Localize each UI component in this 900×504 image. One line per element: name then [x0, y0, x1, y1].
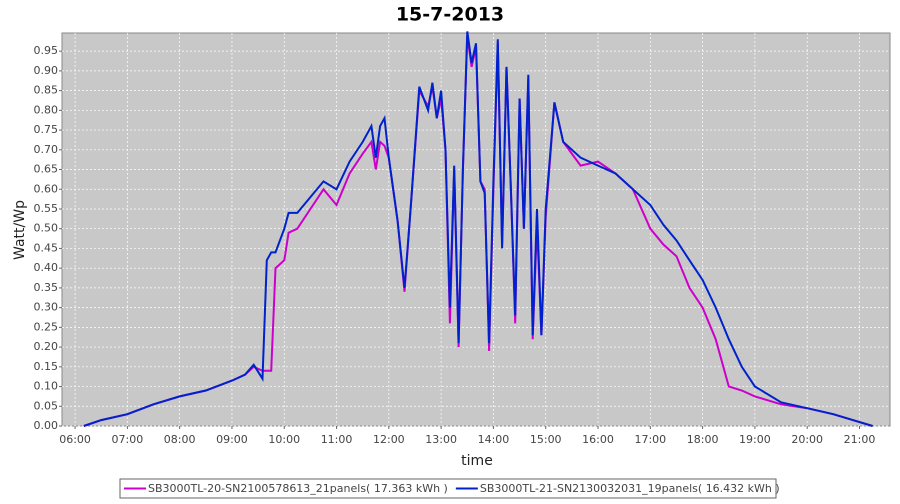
legend [119, 478, 777, 499]
y-tick-label: 0.40 [34, 261, 59, 274]
x-axis-label: time [461, 453, 493, 469]
y-tick-label: 0.15 [34, 360, 59, 373]
y-axis-label: Watt/Wp [12, 200, 28, 260]
x-tick-label: 07:00 [112, 433, 144, 446]
x-tick-label: 17:00 [634, 433, 666, 446]
x-tick-label: 18:00 [687, 433, 719, 446]
y-tick-label: 0.05 [34, 399, 59, 412]
x-tick-label: 14:00 [478, 433, 510, 446]
y-tick-label: 0.90 [34, 64, 59, 77]
x-tick-label: 20:00 [791, 433, 823, 446]
y-tick-label: 0.80 [34, 103, 59, 116]
y-tick-label: 0.10 [34, 380, 59, 393]
x-tick-label: 21:00 [844, 433, 876, 446]
x-tick-label: 09:00 [216, 433, 248, 446]
x-tick-label: 19:00 [739, 433, 771, 446]
y-tick-label: 0.30 [34, 301, 59, 314]
legend-label: SB3000TL-20-SN2100578613_21panels( 17.36… [148, 482, 448, 495]
x-tick-label: 06:00 [59, 433, 91, 446]
y-tick-label: 0.70 [34, 143, 59, 156]
plot-area [61, 32, 891, 427]
legend-label: SB3000TL-21-SN2130032031_19panels( 16.43… [480, 482, 780, 495]
y-tick-label: 0.55 [34, 202, 59, 215]
y-tick-label: 0.50 [34, 222, 59, 235]
y-tick-label: 0.45 [34, 241, 59, 254]
x-tick-label: 08:00 [164, 433, 196, 446]
y-tick-label: 0.95 [34, 44, 59, 57]
y-tick-label: 0.60 [34, 182, 59, 195]
x-tick-label: 11:00 [321, 433, 353, 446]
x-tick-label: 13:00 [425, 433, 457, 446]
chart-title: 15-7-2013 [396, 4, 504, 26]
x-tick-label: 10:00 [268, 433, 300, 446]
y-tick-label: 0.75 [34, 123, 59, 136]
y-tick-label: 0.00 [34, 419, 59, 432]
y-tick-label: 0.65 [34, 163, 59, 176]
y-tick-label: 0.25 [34, 320, 59, 333]
y-tick-label: 0.20 [34, 340, 59, 353]
series-line [83, 31, 873, 427]
x-tick-label: 12:00 [373, 433, 405, 446]
y-tick-label: 0.35 [34, 281, 59, 294]
y-tick-label: 0.85 [34, 84, 59, 97]
x-tick-label: 16:00 [582, 433, 614, 446]
x-tick-label: 15:00 [530, 433, 562, 446]
